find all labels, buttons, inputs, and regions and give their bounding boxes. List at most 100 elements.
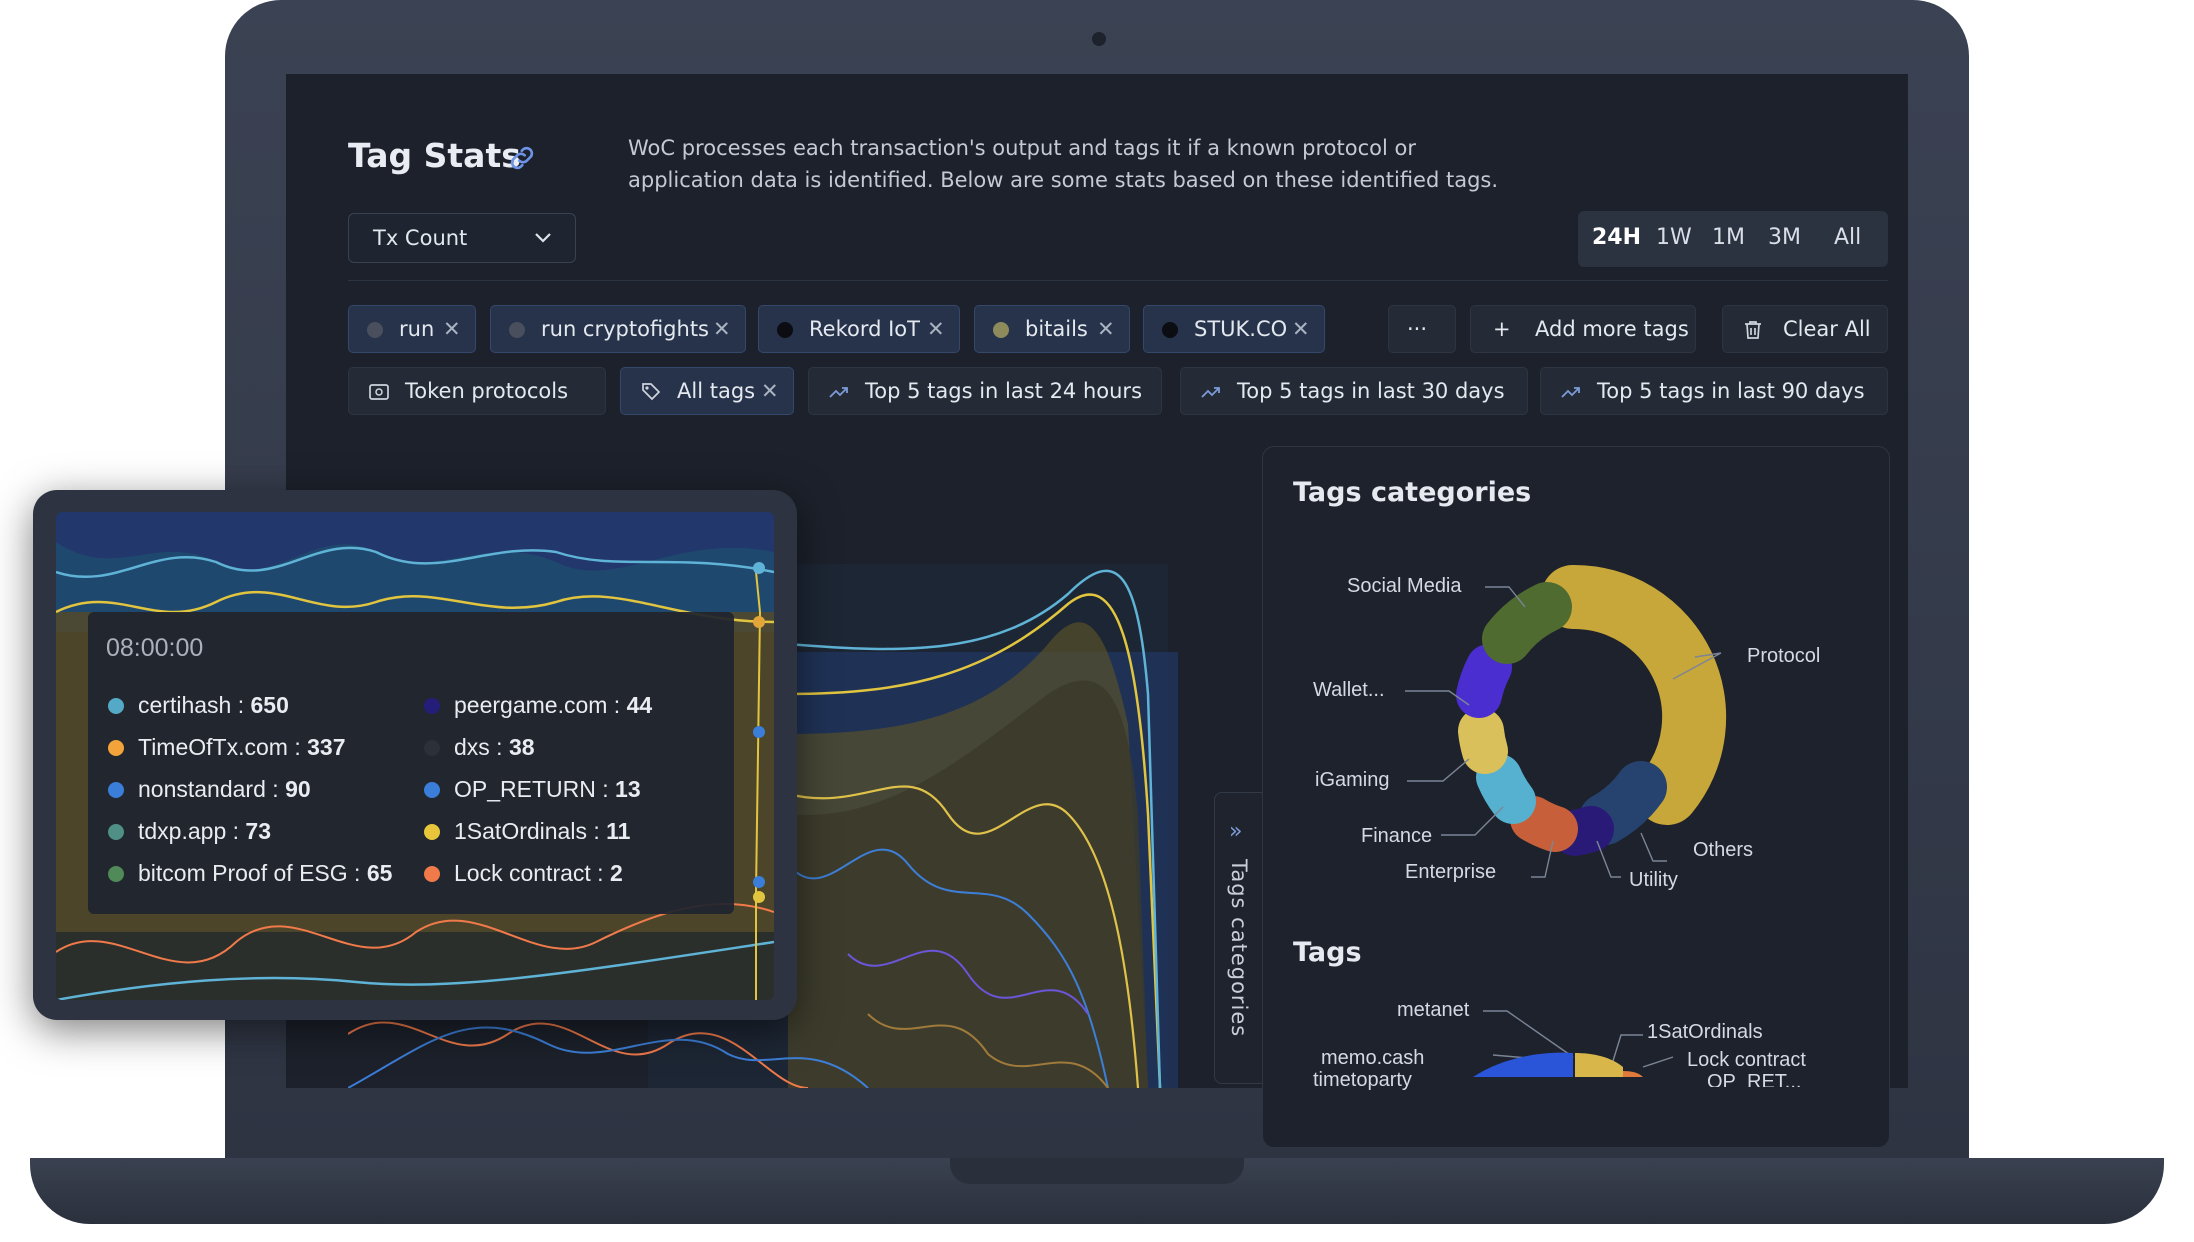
tags-categories-tab[interactable]: » Tags categories: [1214, 792, 1267, 1084]
clear-all-label: Clear All: [1783, 317, 1871, 341]
page-title: Tag Stats: [348, 136, 521, 175]
metric-select-value: Tx Count: [373, 226, 468, 250]
tag-label-op-ret: OP_RET...: [1707, 1071, 1802, 1087]
slice-wallet: [1456, 644, 1512, 718]
trash-icon: [1745, 321, 1761, 339]
tag-chip-label: bitails: [1025, 317, 1088, 341]
close-icon[interactable]: ✕: [443, 317, 461, 341]
preset-all-tags[interactable]: All tags ✕: [620, 367, 794, 415]
series-color-dot: [108, 698, 124, 714]
series-color-dot: [424, 824, 440, 840]
close-icon[interactable]: ✕: [1292, 317, 1310, 341]
trend-up-icon: [1201, 387, 1220, 398]
range-3m-button[interactable]: 3M: [1768, 225, 1801, 250]
tags-donut: [1473, 1010, 1674, 1077]
tag-chip-label: run: [399, 317, 435, 341]
tag-chip-stuk-co[interactable]: STUK.CO ✕: [1143, 305, 1325, 353]
tag-color-dot: [993, 322, 1009, 338]
preset-top-24h[interactable]: Top 5 tags in last 24 hours: [808, 367, 1162, 415]
clear-all-button[interactable]: Clear All: [1722, 305, 1888, 353]
category-label-utility: Utility: [1629, 869, 1678, 891]
preset-label: Token protocols: [405, 379, 569, 403]
category-label-social-media: Social Media: [1347, 575, 1462, 597]
close-icon[interactable]: ✕: [927, 317, 945, 341]
tag-chip-run-cryptofights[interactable]: run cryptofights ✕: [490, 305, 746, 353]
preset-label: Top 5 tags in last 24 hours: [865, 379, 1143, 403]
tooltip-item: nonstandard : 90: [108, 776, 311, 803]
metric-select[interactable]: Tx Count: [348, 213, 576, 263]
range-24h-button[interactable]: 24H: [1592, 225, 1642, 250]
tag-chip-label: STUK.CO: [1194, 317, 1288, 341]
categories-donut: [1405, 564, 1727, 878]
plus-icon: +: [1493, 317, 1511, 341]
add-tags-label: Add more tags: [1535, 317, 1689, 341]
tag-label-1satordinals: 1SatOrdinals: [1647, 1021, 1763, 1043]
tag-color-dot: [777, 322, 793, 338]
tooltip-time: 08:00:00: [106, 634, 204, 662]
slice-enterprise: [1510, 796, 1578, 852]
preset-token-protocols[interactable]: Token protocols: [348, 367, 606, 415]
preset-label: Top 5 tags in last 90 days: [1597, 379, 1865, 403]
tags-title: Tags: [1293, 937, 1362, 968]
tooltip-item: peergame.com : 44: [424, 692, 652, 719]
tag-label-memo-cash: memo.cash: [1321, 1047, 1425, 1069]
category-label-others: Others: [1693, 839, 1754, 861]
series-color-dot: [108, 782, 124, 798]
close-icon[interactable]: ✕: [1097, 317, 1115, 341]
slice-social-media: [1482, 582, 1572, 664]
tag-chip-bitails[interactable]: bitails ✕: [974, 305, 1130, 353]
tags-categories-tab-label: Tags categories: [1227, 859, 1251, 1038]
token-icon: [369, 384, 389, 400]
tag-chip-run[interactable]: run ✕: [348, 305, 476, 353]
tooltip-item: bitcom Proof of ESG : 65: [108, 860, 392, 887]
time-range-group: 24H 1W 1M 3M All: [1578, 211, 1888, 267]
tag-color-dot: [1162, 322, 1178, 338]
preset-top-90d[interactable]: Top 5 tags in last 90 days: [1540, 367, 1888, 415]
categories-panel: Tags categories Social Media Protocol Wa…: [1262, 446, 1890, 1148]
trend-up-icon: [1561, 387, 1580, 398]
tooltip-item: 1SatOrdinals : 11: [424, 818, 630, 845]
category-label-wallet: Wallet...: [1313, 679, 1385, 701]
camera: [1092, 32, 1106, 46]
tooltip-item: TimeOfTx.com : 337: [108, 734, 345, 761]
page-description: WoC processes each transaction's output …: [628, 136, 1499, 192]
tag-label-lock-contract: Lock contract: [1687, 1049, 1806, 1071]
tag-chip-label: Rekord IoT: [809, 317, 920, 341]
add-tags-button[interactable]: + Add more tags: [1470, 305, 1696, 353]
category-label-protocol: Protocol: [1747, 645, 1821, 667]
link-icon[interactable]: [506, 142, 538, 174]
preset-label: All tags: [677, 379, 756, 403]
more-tags-button[interactable]: ···: [1388, 305, 1456, 353]
series-color-dot: [424, 740, 440, 756]
tag-chip-label: run cryptofights: [541, 317, 709, 341]
slice-others: [1579, 761, 1667, 845]
tag-color-dot: [509, 322, 525, 338]
double-chevron-icon: »: [1229, 819, 1243, 844]
category-label-enterprise: Enterprise: [1405, 861, 1497, 883]
series-color-dot: [108, 866, 124, 882]
slice-protocol: [1541, 564, 1727, 825]
slice-igaming: [1458, 708, 1508, 774]
laptop-notch: [950, 1158, 1244, 1184]
divider: [348, 280, 1888, 281]
close-icon[interactable]: ✕: [713, 317, 731, 341]
tooltip-item: certihash : 650: [108, 692, 289, 719]
close-icon[interactable]: ✕: [761, 379, 779, 403]
preset-label: Top 5 tags in last 30 days: [1237, 379, 1505, 403]
tag-chip-rekord-iot[interactable]: Rekord IoT ✕: [758, 305, 960, 353]
preset-top-30d[interactable]: Top 5 tags in last 30 days: [1180, 367, 1528, 415]
chevron-down-icon: [535, 233, 551, 243]
tag-label-metanet: metanet: [1397, 999, 1470, 1021]
range-all-button[interactable]: All: [1834, 225, 1862, 250]
series-color-dot: [424, 782, 440, 798]
slice-finance: [1476, 754, 1536, 824]
category-label-igaming: iGaming: [1315, 769, 1390, 791]
series-color-dot: [424, 698, 440, 714]
more-icon: ···: [1407, 317, 1428, 341]
tooltip-item: Lock contract : 2: [424, 860, 623, 887]
range-1m-button[interactable]: 1M: [1712, 225, 1745, 250]
tooltip-item: dxs : 38: [424, 734, 535, 761]
tag-color-dot: [367, 322, 383, 338]
range-1w-button[interactable]: 1W: [1656, 225, 1692, 250]
tags-icon: [642, 383, 661, 401]
